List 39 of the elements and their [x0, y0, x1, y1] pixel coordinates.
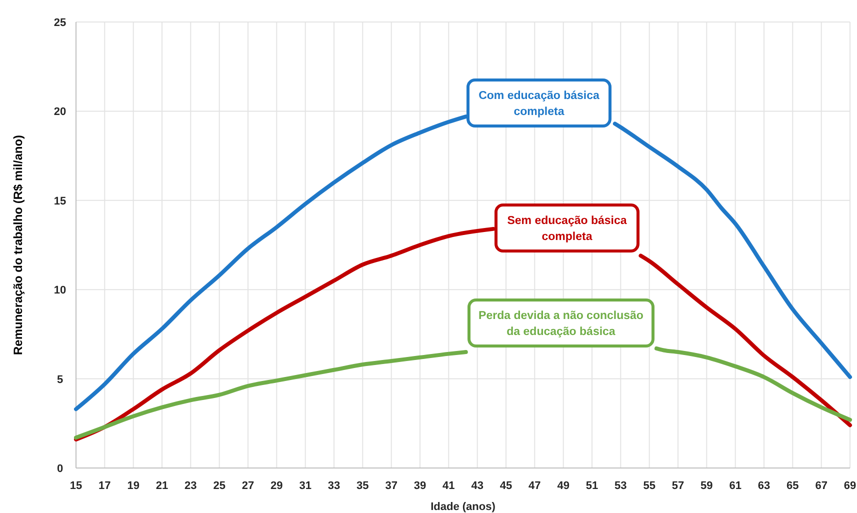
x-tick-label: 53: [614, 480, 627, 492]
y-tick-label: 20: [54, 106, 66, 118]
y-tick-label: 15: [54, 195, 66, 208]
x-tick-label: 25: [213, 480, 226, 492]
x-tick-label: 15: [70, 480, 82, 492]
x-tick-label: 17: [98, 480, 111, 492]
x-tick-label: 33: [328, 480, 340, 492]
x-tick-label: 35: [356, 480, 369, 492]
y-tick-label: 5: [56, 374, 64, 386]
series-label: Perda devida a não conclusão da educação básica: [478, 310, 644, 338]
x-tick-label: 23: [184, 480, 197, 492]
x-axis-title: Idade (anos): [430, 501, 496, 513]
x-tick-label: 49: [557, 480, 570, 492]
x-tick-label: 51: [586, 480, 598, 492]
x-tick-label: 63: [758, 480, 770, 492]
y-tick-label: 25: [54, 17, 66, 29]
x-tick-label: 45: [500, 480, 512, 492]
series-label: Com educação básica completa: [478, 90, 600, 118]
x-tick-label: 57: [672, 480, 684, 492]
x-tick-label: 19: [127, 480, 140, 492]
x-tick-label: 39: [414, 480, 426, 492]
x-tick-label: 59: [700, 480, 713, 492]
x-tick-label: 61: [729, 480, 742, 492]
y-axis-title: Remuneração do trabalho (R$ mil/ano): [11, 134, 25, 356]
x-tick-label: 47: [528, 480, 541, 492]
x-tick-label: 27: [242, 480, 254, 492]
x-tick-label: 67: [815, 480, 828, 492]
x-tick-label: 43: [471, 480, 484, 492]
x-tick-label: 65: [786, 480, 799, 492]
y-tick-label: 10: [54, 284, 66, 297]
x-tick-label: 55: [643, 480, 656, 492]
x-tick-label: 31: [299, 480, 312, 492]
series-label: Sem educação básica completa: [507, 215, 628, 243]
x-tick-label: 37: [385, 480, 398, 492]
x-tick-label: 69: [844, 480, 856, 492]
y-tick-label: 0: [56, 463, 64, 475]
x-tick-label: 21: [156, 480, 168, 492]
x-tick-label: 41: [442, 480, 455, 492]
x-tick-label: 29: [270, 480, 283, 492]
